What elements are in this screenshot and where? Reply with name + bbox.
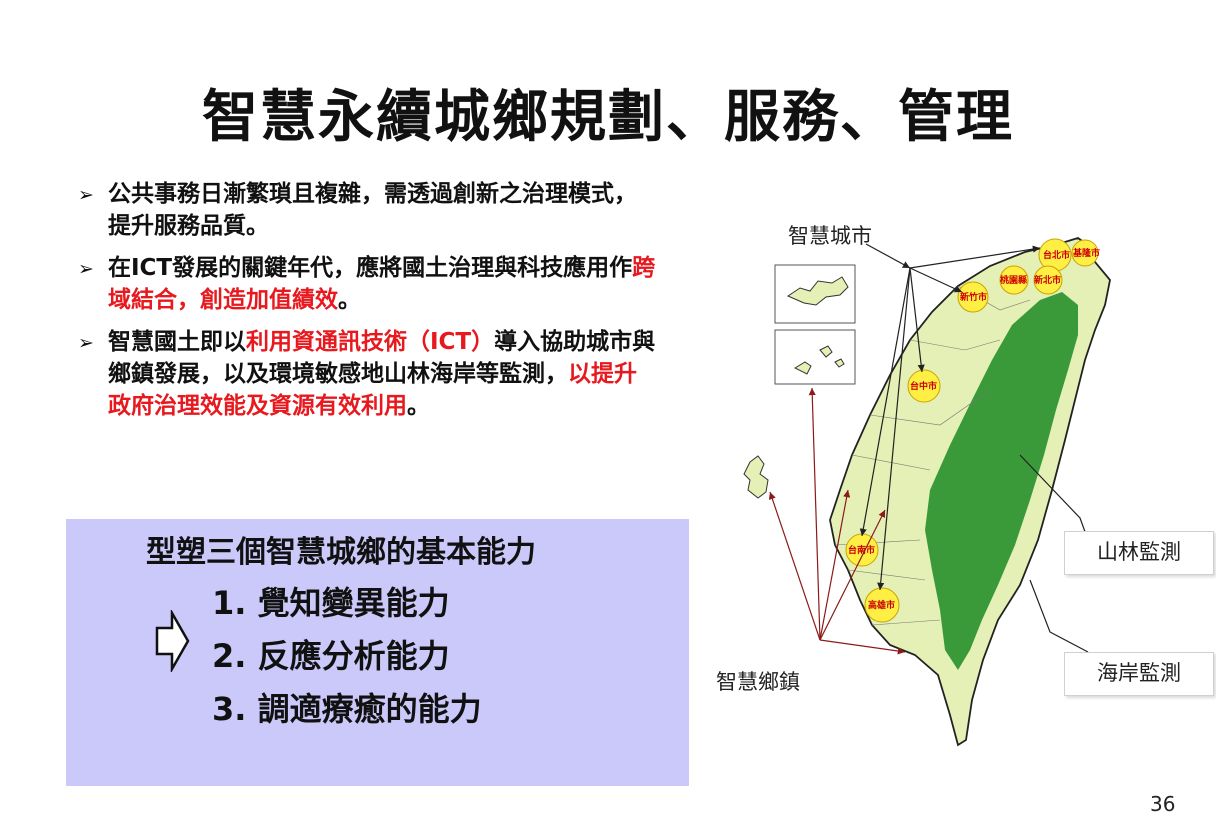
- capability-box: 型塑三個智慧城鄉的基本能力 1. 覺知變異能力 2. 反應分析能力 3. 調適療…: [66, 519, 689, 786]
- smart-town-arrows: [768, 387, 906, 655]
- bullet-text-1: 公共事務日漸繁瑣且複雜，需透過創新之治理模式，提升服務品質。: [108, 181, 637, 239]
- city-marker: [957, 281, 989, 313]
- penghu-islands: [743, 455, 769, 499]
- arrow-bullet-icon: ➢: [78, 258, 94, 280]
- capability-item-1: 1. 覺知變異能力: [212, 584, 450, 622]
- smart-town-label: 智慧鄉鎮: [716, 670, 800, 694]
- capability-item-3: 3. 調適療癒的能力: [212, 690, 482, 728]
- capability-item-2: 2. 反應分析能力: [212, 637, 450, 675]
- city-marker: [1033, 265, 1063, 295]
- taiwan-map: 台北市 基隆市 桃園縣 新北市 新竹市 台中市 台南市 高雄市: [700, 200, 1216, 760]
- bullet-text-3-highlight-2: 以提升政府治理效能及資源有效利用: [108, 361, 637, 419]
- capability-box-title: 型塑三個智慧城鄉的基本能力: [146, 535, 536, 570]
- central-mountain-range: [925, 292, 1078, 670]
- matsu-islands: [793, 345, 845, 375]
- kinmen-island: [786, 276, 849, 306]
- arrow-bullet-icon: ➢: [78, 184, 94, 206]
- bullet-text-2b: 。: [338, 287, 361, 313]
- page-number: 36: [1150, 792, 1176, 816]
- inset-matsu: [774, 329, 856, 385]
- bullet-text-2a: 在ICT發展的關鍵年代，應將國土治理與科技應用作: [108, 255, 633, 281]
- bullet-text-3b: 導入協助城市與鄉鎮發展，以及環境敏感地山林海岸等監測，: [108, 329, 656, 387]
- city-label: 台中市: [910, 380, 937, 392]
- bullet-list: ➢ 公共事務日漸繁瑣且複雜，需透過創新之治理模式，提升服務品質。 ➢ 在ICT發…: [78, 178, 658, 432]
- right-arrow-icon: [155, 610, 190, 672]
- city-label: 新竹市: [960, 291, 987, 303]
- smart-city-label: 智慧城市: [788, 224, 872, 248]
- city-label: 台南市: [848, 544, 875, 556]
- slide-title: 智慧永續城鄉規劃、服務、管理: [202, 85, 1014, 150]
- city-label: 台北市: [1043, 249, 1070, 261]
- bullet-text-3a: 智慧國土即以: [108, 329, 246, 355]
- city-label: 高雄市: [868, 599, 895, 611]
- bullet-text-3-highlight-1: 利用資通訊技術（ICT）: [246, 329, 495, 355]
- city-marker: [1071, 239, 1099, 267]
- bullet-text-3c: 。: [407, 393, 430, 419]
- bullet-text-2-highlight: 跨域結合，創造加值績效: [108, 255, 656, 313]
- city-label: 新北市: [1034, 274, 1061, 286]
- bullet-item: ➢ 在ICT發展的關鍵年代，應將國土治理與科技應用作跨域結合，創造加值績效。: [78, 252, 658, 316]
- city-label: 桃園縣: [1000, 274, 1027, 286]
- bullet-item: ➢ 公共事務日漸繁瑣且複雜，需透過創新之治理模式，提升服務品質。: [78, 178, 658, 242]
- coast-monitoring-callout: 海岸監測: [1064, 652, 1214, 696]
- taiwan-map-graphic: 台北市 基隆市 桃園縣 新北市 新竹市 台中市 台南市 高雄市: [743, 237, 1111, 747]
- forest-monitoring-callout: 山林監測: [1064, 531, 1214, 575]
- city-label: 基隆市: [1072, 247, 1100, 259]
- smart-city-arrows: [859, 243, 1041, 591]
- bullet-item: ➢ 智慧國土即以利用資通訊技術（ICT）導入協助城市與鄉鎮發展，以及環境敏感地山…: [78, 326, 658, 422]
- city-markers: [845, 238, 1099, 623]
- arrow-bullet-icon: ➢: [78, 332, 94, 354]
- city-marker: [999, 265, 1029, 295]
